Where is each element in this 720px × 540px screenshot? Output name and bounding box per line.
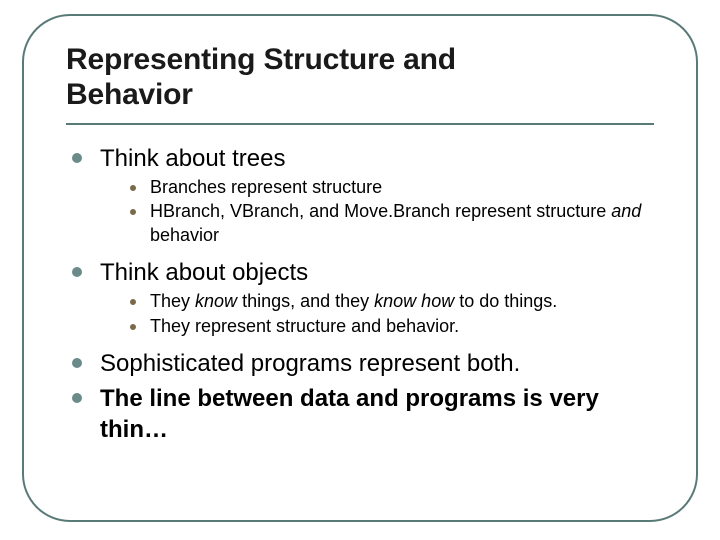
bullet-icon <box>72 358 82 368</box>
slide-body: Think about treesBranches represent stru… <box>66 143 654 446</box>
list-item-text: The line between data and programs is ve… <box>100 383 654 445</box>
list-item: Think about trees <box>72 143 654 174</box>
sub-list: They know things, and they know how to d… <box>130 290 654 338</box>
sub-list-item: They know things, and they know how to d… <box>130 290 654 313</box>
sub-list-item-text: Branches represent structure <box>150 176 654 199</box>
sub-bullet-icon <box>130 299 136 305</box>
list-item-text: Think about trees <box>100 143 654 174</box>
sub-bullet-icon <box>130 185 136 191</box>
slide-title: Representing Structure and Behavior <box>66 42 654 113</box>
list-block: Think about objectsThey know things, and… <box>72 257 654 338</box>
list-block: The line between data and programs is ve… <box>72 383 654 445</box>
sub-bullet-icon <box>130 324 136 330</box>
title-line-1: Representing Structure and <box>66 43 456 76</box>
sub-list-item-text: They know things, and they know how to d… <box>150 290 654 313</box>
sub-list-item: Branches represent structure <box>130 176 654 199</box>
list-block: Sophisticated programs represent both. <box>72 348 654 379</box>
list-item-text: Think about objects <box>100 257 654 288</box>
sub-list-item-text: HBranch, VBranch, and Move.Branch repres… <box>150 200 654 247</box>
slide-frame: Representing Structure and Behavior Thin… <box>22 14 698 522</box>
list-item: Think about objects <box>72 257 654 288</box>
list-item: Sophisticated programs represent both. <box>72 348 654 379</box>
bullet-icon <box>72 267 82 277</box>
title-line-2: Behavior <box>66 78 193 111</box>
sub-list-item: They represent structure and behavior. <box>130 315 654 338</box>
sub-list: Branches represent structureHBranch, VBr… <box>130 176 654 247</box>
sub-list-item: HBranch, VBranch, and Move.Branch repres… <box>130 200 654 247</box>
sub-list-item-text: They represent structure and behavior. <box>150 315 654 338</box>
bullet-icon <box>72 393 82 403</box>
list-item: The line between data and programs is ve… <box>72 383 654 445</box>
list-block: Think about treesBranches represent stru… <box>72 143 654 247</box>
list-item-text: Sophisticated programs represent both. <box>100 348 654 379</box>
title-underline <box>66 123 654 125</box>
bullet-icon <box>72 153 82 163</box>
sub-bullet-icon <box>130 209 136 215</box>
